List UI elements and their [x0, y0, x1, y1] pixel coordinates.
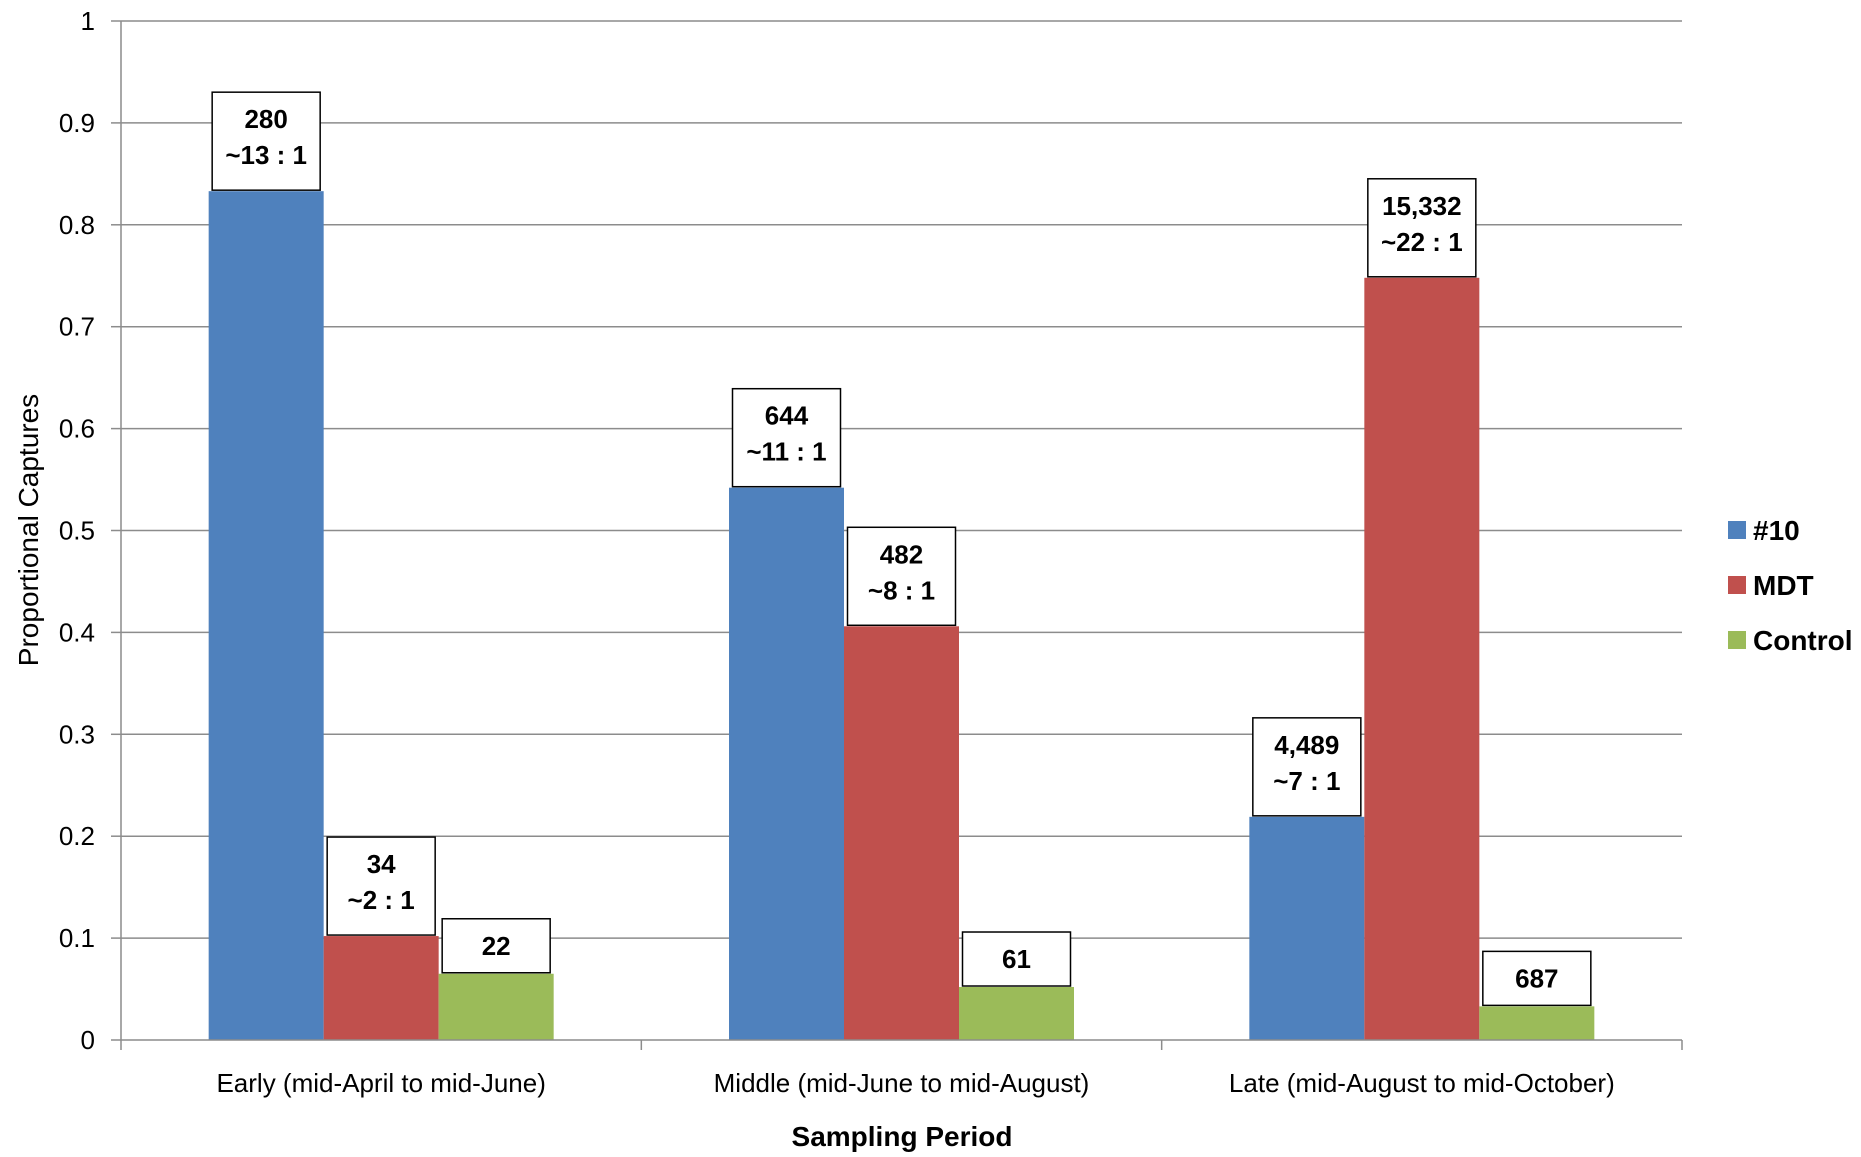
- data-label: 15,332 ~22 : 1: [1367, 178, 1477, 278]
- legend-label: Control: [1753, 625, 1853, 656]
- data-label-text: 482: [880, 539, 923, 569]
- data-label: 687: [1482, 950, 1592, 1007]
- y-tick-label: 0.4: [59, 617, 95, 647]
- bar-mdt: [844, 626, 959, 1040]
- y-tick-label: 0.5: [59, 516, 95, 546]
- data-label-text: 280: [244, 104, 287, 134]
- y-tick-label: 0.8: [59, 210, 95, 240]
- data-label: 644 ~11 : 1: [731, 387, 842, 488]
- legend-label: MDT: [1753, 570, 1814, 601]
- data-label-text: 15,332: [1382, 191, 1462, 221]
- data-label-text: ~22 : 1: [1381, 227, 1463, 257]
- data-label-text: 34: [367, 849, 396, 879]
- data-label-text: 61: [1002, 944, 1031, 974]
- y-tick-label: 0.3: [59, 719, 95, 749]
- data-label-box: [1482, 950, 1592, 1007]
- y-tick-label: 0.7: [59, 312, 95, 342]
- x-axis-title: Sampling Period: [792, 1121, 1013, 1152]
- data-label-text: 4,489: [1274, 730, 1339, 760]
- data-label-box: [961, 931, 1072, 987]
- x-tick-label: Late (mid-August to mid-October): [1229, 1068, 1615, 1098]
- data-label-text: ~11 : 1: [746, 437, 826, 467]
- data-label-text: 22: [482, 931, 511, 961]
- x-tick-label: Early (mid-April to mid-June): [216, 1068, 545, 1098]
- y-tick-label: 0.9: [59, 108, 95, 138]
- bars: [208, 191, 1595, 1041]
- data-label-box: [1367, 178, 1477, 278]
- data-label: 482 ~8 : 1: [846, 526, 957, 627]
- y-tick-label: 0.1: [59, 923, 95, 953]
- data-label-text: 644: [765, 401, 809, 431]
- legend-item: MDT: [1728, 570, 1814, 601]
- x-tick-label: Middle (mid-June to mid-August): [714, 1068, 1090, 1098]
- data-label-box: [1252, 717, 1362, 817]
- legend-item: #10: [1728, 515, 1800, 546]
- data-label-text: 687: [1515, 963, 1558, 993]
- data-label-box: [846, 526, 957, 627]
- bar-control: [959, 987, 1074, 1040]
- bar-10: [729, 487, 844, 1040]
- data-label-text: ~13 : 1: [225, 140, 307, 170]
- data-label-box: [731, 387, 842, 488]
- legend-swatch: [1728, 576, 1746, 594]
- legend-label: #10: [1753, 515, 1800, 546]
- data-label: 280 ~13 : 1: [211, 91, 321, 191]
- y-tick-label: 0.2: [59, 821, 95, 851]
- data-label-box: [326, 836, 436, 936]
- data-label-text: ~7 : 1: [1273, 766, 1340, 796]
- data-label-text: ~8 : 1: [868, 575, 935, 605]
- legend-swatch: [1728, 631, 1746, 649]
- bar-control: [438, 973, 554, 1040]
- data-label: 22: [441, 918, 551, 974]
- data-label: 34 ~2 : 1: [326, 836, 436, 936]
- bar-control: [1479, 1006, 1595, 1040]
- data-label-text: ~2 : 1: [348, 885, 415, 915]
- data-label: 4,489 ~7 : 1: [1252, 717, 1362, 817]
- legend: #10 MDT Control: [1728, 515, 1853, 656]
- data-label-box: [211, 91, 321, 191]
- bar-10: [1249, 816, 1365, 1040]
- data-labels: 280 ~13 : 1 34 ~2 : 1 22 644 ~11 : 1 482 ~8 : 1 6…: [211, 91, 1592, 1007]
- data-label-box: [441, 918, 551, 974]
- y-tick-label: 0.6: [59, 414, 95, 444]
- bar-mdt: [1364, 277, 1480, 1041]
- y-axis-title: Proportional Captures: [13, 394, 44, 666]
- legend-item: Control: [1728, 625, 1853, 656]
- bar-10: [208, 191, 324, 1041]
- axes: 0 0.1 0.2 0.3 0.4 0.5 0.6 0.7 0.8 0.9 1 Early (mid-…: [59, 6, 1683, 1098]
- legend-swatch: [1728, 521, 1746, 539]
- data-label: 61: [961, 931, 1072, 987]
- y-tick-label: 0: [81, 1025, 95, 1055]
- y-tick-label: 1: [81, 6, 95, 36]
- bar-mdt: [323, 936, 439, 1040]
